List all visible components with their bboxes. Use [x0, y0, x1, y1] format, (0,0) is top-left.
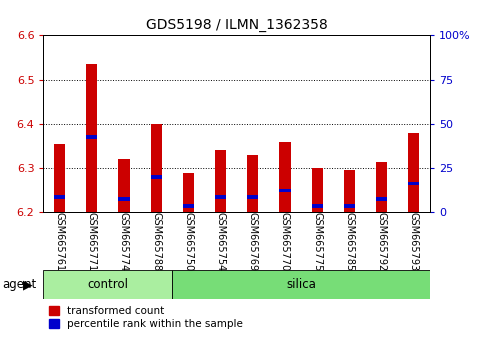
- Bar: [215, 150, 226, 212]
- Bar: [54, 144, 65, 212]
- Bar: [118, 197, 129, 201]
- Bar: [54, 195, 65, 199]
- Bar: [376, 161, 387, 212]
- Bar: [312, 204, 323, 207]
- Bar: [86, 136, 98, 139]
- Bar: [279, 189, 291, 192]
- Text: GSM665785: GSM665785: [344, 212, 355, 272]
- Text: GSM665771: GSM665771: [87, 212, 97, 272]
- Bar: [344, 170, 355, 212]
- Text: GSM665761: GSM665761: [55, 212, 65, 272]
- Bar: [183, 204, 194, 207]
- Text: GSM665775: GSM665775: [312, 212, 322, 272]
- Text: GSM665769: GSM665769: [248, 212, 258, 272]
- Bar: [215, 195, 226, 199]
- Text: GSM665754: GSM665754: [215, 212, 226, 272]
- Text: GSM665774: GSM665774: [119, 212, 129, 272]
- Bar: [279, 142, 291, 212]
- Text: agent: agent: [2, 278, 37, 291]
- Bar: [247, 155, 258, 212]
- Text: GSM665788: GSM665788: [151, 212, 161, 272]
- Bar: [183, 173, 194, 212]
- Text: GSM665793: GSM665793: [409, 212, 419, 272]
- Title: GDS5198 / ILMN_1362358: GDS5198 / ILMN_1362358: [146, 18, 327, 32]
- Text: GSM665750: GSM665750: [184, 212, 193, 272]
- Legend: transformed count, percentile rank within the sample: transformed count, percentile rank withi…: [49, 306, 243, 329]
- Bar: [151, 124, 162, 212]
- Bar: [344, 204, 355, 207]
- Bar: [408, 182, 419, 185]
- Bar: [86, 64, 98, 212]
- Bar: [247, 195, 258, 199]
- Bar: [408, 133, 419, 212]
- Text: GSM665792: GSM665792: [377, 212, 386, 272]
- Bar: [43, 270, 172, 299]
- Text: GSM665770: GSM665770: [280, 212, 290, 272]
- Bar: [151, 175, 162, 179]
- Bar: [312, 168, 323, 212]
- Text: silica: silica: [286, 278, 316, 291]
- Text: control: control: [87, 278, 128, 291]
- Bar: [118, 159, 129, 212]
- Bar: [172, 270, 430, 299]
- Bar: [376, 197, 387, 201]
- Text: ▶: ▶: [23, 278, 33, 291]
